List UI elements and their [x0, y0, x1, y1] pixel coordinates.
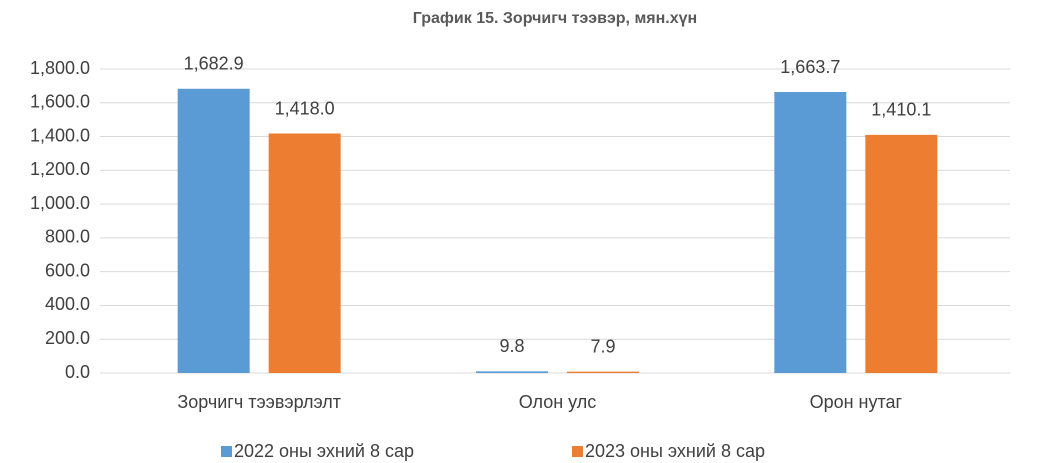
y-tick-label: 1,400.0	[30, 125, 90, 145]
legend-swatch	[221, 446, 232, 457]
legend-label: 2022 оны эхний 8 сар	[234, 441, 414, 461]
data-label: 1,410.1	[871, 100, 931, 120]
bar	[567, 371, 639, 373]
data-label: 7.9	[590, 336, 615, 356]
legend-swatch	[572, 446, 583, 457]
y-tick-label: 1,800.0	[30, 58, 90, 78]
data-label: 9.8	[499, 336, 524, 356]
y-tick-label: 800.0	[45, 227, 90, 247]
y-tick-label: 1,600.0	[30, 92, 90, 112]
data-label: 1,682.9	[184, 54, 244, 74]
y-tick-label: 1,200.0	[30, 159, 90, 179]
y-tick-label: 400.0	[45, 294, 90, 314]
y-tick-label: 0.0	[65, 362, 90, 382]
bar	[865, 134, 938, 373]
y-tick-label: 200.0	[45, 328, 90, 348]
y-tick-label: 1,000.0	[30, 193, 90, 213]
x-tick-label: Зорчигч тээвэрлэлт	[177, 392, 341, 412]
chart-title: График 15. Зорчигч тээвэр, мян.хүн	[413, 10, 697, 27]
legend-label: 2023 оны эхний 8 сар	[585, 441, 765, 461]
bar	[476, 371, 548, 373]
x-tick-label: Олон улс	[519, 392, 597, 412]
x-tick-label: Орон нутаг	[810, 392, 903, 412]
bar	[177, 88, 250, 373]
bar	[774, 92, 847, 373]
y-tick-label: 600.0	[45, 260, 90, 280]
data-label: 1,663.7	[780, 57, 840, 77]
data-label: 1,418.0	[275, 98, 335, 118]
bar	[268, 133, 341, 373]
